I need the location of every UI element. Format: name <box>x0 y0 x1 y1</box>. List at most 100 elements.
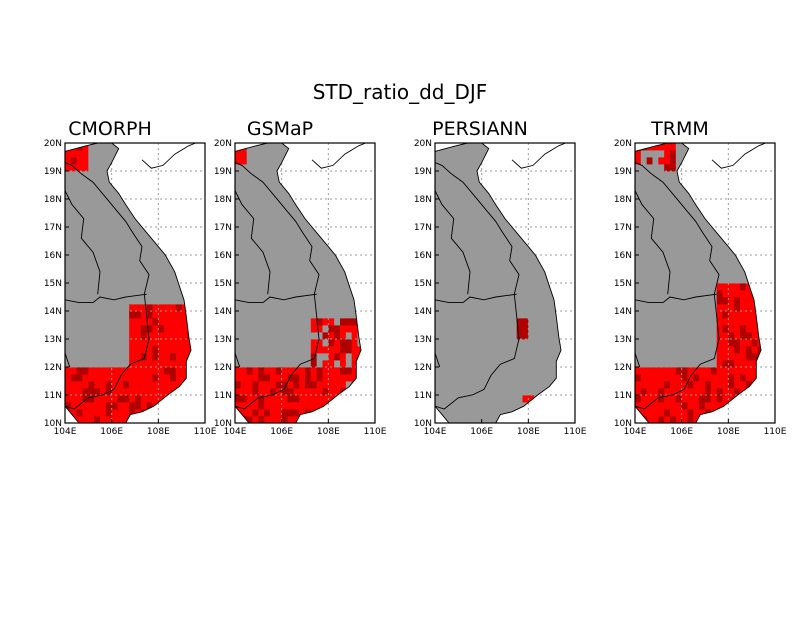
land-cell <box>270 269 277 277</box>
land-cell <box>458 262 465 270</box>
ratio-cell-high <box>646 367 653 375</box>
land-cell <box>316 248 323 256</box>
land-cell <box>164 206 171 214</box>
ratio-cell-very-high <box>258 374 265 382</box>
land-cell <box>640 171 648 179</box>
ratio-cell-very-high <box>340 416 347 423</box>
land-cell <box>687 157 694 165</box>
ratio-cell-very-high <box>258 395 265 403</box>
land-cell <box>111 192 118 200</box>
land-cell <box>522 304 529 312</box>
land-cell <box>528 269 535 277</box>
land-cell <box>740 143 747 151</box>
ratio-cell-high <box>135 325 142 333</box>
land-cell <box>175 157 183 165</box>
land-cell <box>545 339 553 347</box>
land-cell <box>728 192 735 200</box>
land-cell <box>652 353 659 361</box>
land-cell <box>716 143 723 151</box>
land-cell <box>345 297 353 305</box>
land-cell <box>475 171 483 179</box>
land-cell <box>158 213 165 221</box>
land-cell <box>94 318 101 326</box>
ratio-cell-high <box>763 360 769 367</box>
land-cell <box>528 283 535 291</box>
land-cell <box>70 297 78 305</box>
land-cell <box>728 206 735 214</box>
land-cell <box>334 290 341 298</box>
ratio-cell-high <box>187 311 191 319</box>
land-cell <box>129 199 136 207</box>
land-cell <box>310 276 318 284</box>
land-cell <box>105 332 113 340</box>
land-cell <box>117 353 124 361</box>
land-cell <box>129 178 136 186</box>
land-cell <box>258 283 265 291</box>
land-cell <box>516 297 523 305</box>
land-cell <box>193 297 199 304</box>
ratio-cell-high <box>322 367 329 375</box>
land-cell <box>540 269 547 277</box>
ratio-cell-high <box>728 318 735 326</box>
land-cell <box>540 332 547 340</box>
land-cell <box>258 143 265 151</box>
land-cell <box>635 192 642 200</box>
ratio-cell-very-high <box>310 416 318 423</box>
land-cell <box>65 276 72 284</box>
land-cell <box>270 234 277 242</box>
land-cell <box>65 353 72 361</box>
land-cell <box>734 171 741 179</box>
ratio-cell-high <box>117 402 124 410</box>
land-cell <box>252 360 259 368</box>
land-cell <box>563 157 569 164</box>
land-cell <box>540 381 547 389</box>
land-cell <box>652 360 659 368</box>
ratio-cell-high <box>716 346 723 354</box>
ratio-cell-high <box>340 332 347 340</box>
land-cell <box>193 213 199 220</box>
land-cell <box>646 283 653 291</box>
ratio-cell-high <box>734 290 741 298</box>
land-cell <box>745 255 753 263</box>
land-cell <box>551 311 558 319</box>
lat-tick-label: 17N <box>414 223 432 233</box>
ratio-cell-high <box>763 325 769 332</box>
ratio-cell-high <box>693 409 700 417</box>
land-cell <box>470 262 477 270</box>
land-cell <box>710 164 718 172</box>
ratio-cell-very-high <box>722 297 729 305</box>
land-cell <box>351 269 358 277</box>
land-cell <box>493 143 500 151</box>
land-cell <box>351 227 358 235</box>
land-cell <box>146 248 153 256</box>
land-cell <box>470 150 477 158</box>
ratio-cell-high <box>334 388 341 396</box>
land-cell <box>111 269 118 277</box>
land-cell <box>258 297 265 305</box>
land-cell <box>658 283 665 291</box>
land-cell <box>528 304 535 312</box>
land-cell <box>440 311 448 319</box>
land-cell <box>534 325 541 333</box>
land-cell <box>635 171 642 179</box>
ratio-cell-high <box>316 409 323 417</box>
land-cell <box>111 318 118 326</box>
ratio-cell-very-high <box>105 402 113 410</box>
land-cell <box>534 227 541 235</box>
ratio-cell-high <box>76 157 83 165</box>
ratio-cell-high <box>135 374 142 382</box>
land-cell <box>545 346 553 354</box>
land-cell <box>635 164 642 172</box>
land-cell <box>363 388 369 395</box>
ratio-cell-very-high <box>193 311 199 318</box>
land-cell <box>499 227 506 235</box>
land-cell <box>111 206 118 214</box>
land-cell <box>510 325 518 333</box>
land-cell <box>687 318 694 326</box>
land-cell <box>287 150 294 158</box>
ratio-cell-high <box>240 388 248 396</box>
land-cell <box>117 178 124 186</box>
land-cell <box>675 213 683 221</box>
ratio-cell-very-high <box>763 318 769 325</box>
land-cell <box>664 276 671 284</box>
